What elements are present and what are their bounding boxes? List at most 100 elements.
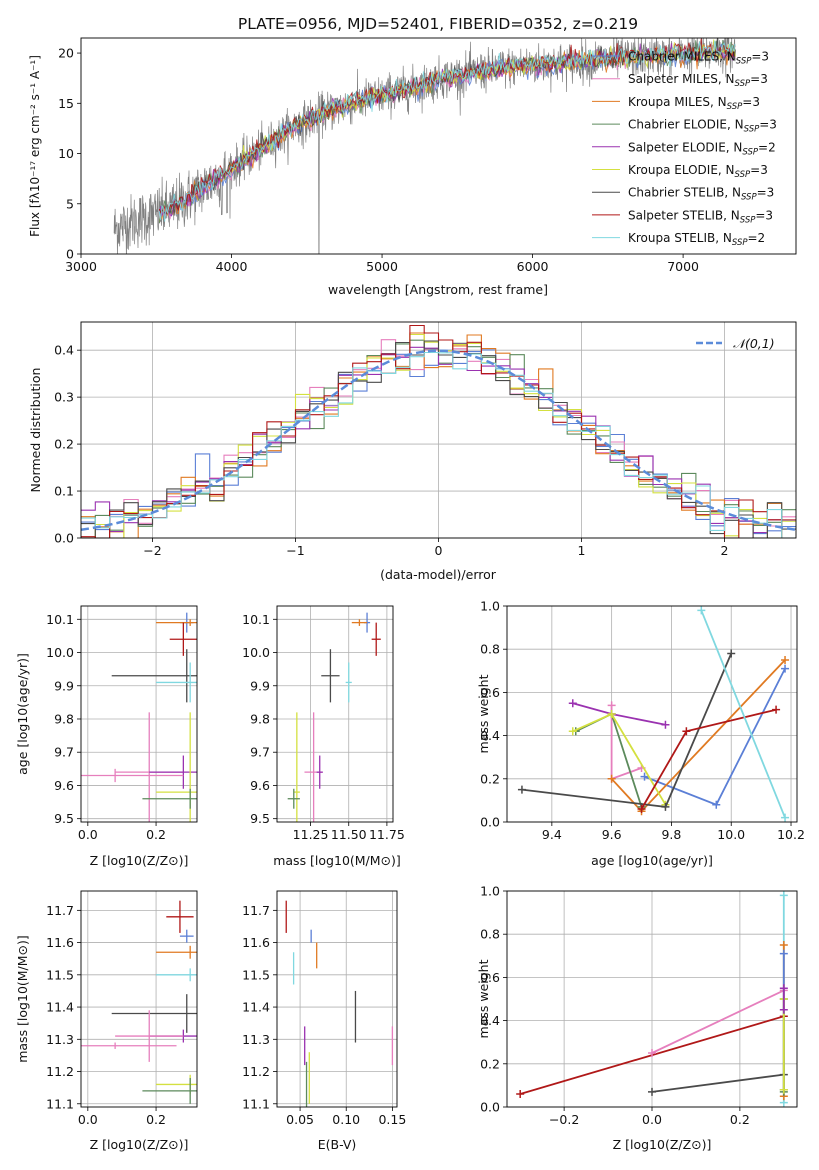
plot-area — [113, 38, 737, 254]
y-tick-label: 0.0 — [54, 531, 74, 546]
x-tick-label: 2 — [721, 543, 729, 558]
y-tick-label: 11.7 — [46, 903, 74, 918]
x-axis-label: Z [log10(Z/Z⊙)] — [613, 1137, 712, 1152]
data-point — [648, 1049, 656, 1057]
x-tick-label: 0.0 — [642, 1112, 662, 1127]
mass-weight-vs-metallicity-panel: −0.2 0.0 0.2 0.0 0.2 0.4 0.6 0.8 1.0 Z [log10(Z/Z… — [476, 884, 798, 1152]
x-tick-label: 9.8 — [661, 827, 681, 842]
series-line — [521, 653, 733, 808]
x-axis-label: age [log10(age/yr)] — [591, 853, 713, 868]
x-tick-label: 10.2 — [777, 827, 805, 842]
y-tick-label: 10.1 — [46, 612, 74, 627]
axes-frame — [80, 890, 198, 1108]
x-tick-label: 7000 — [667, 259, 699, 274]
data-point — [637, 805, 646, 814]
series-line — [644, 668, 786, 806]
y-tick-label: 0.0 — [480, 815, 500, 830]
data-point — [607, 701, 616, 710]
x-tick-label: 1 — [578, 543, 586, 558]
y-tick-label: 20 — [58, 46, 74, 61]
mass-vs-metallicity-panel: 0.0 0.2 11.1 11.2 11.3 11.4 11.5 11.6 11.7 Z [log… — [15, 890, 198, 1152]
x-tick-label: −0.2 — [549, 1112, 579, 1127]
mass-weight-vs-age-panel: 9.4 9.6 9.8 10.0 10.2 0.0 0.2 0.4 0.6 0.8 1.0 age [… — [476, 599, 805, 869]
y-axis-label: Flux [fλ10⁻¹⁷ erg cm⁻² s⁻¹ A⁻¹] — [28, 55, 42, 237]
y-tick-label: 9.8 — [250, 711, 270, 726]
y-tick-label: 11.6 — [46, 935, 74, 950]
data-point — [779, 984, 788, 993]
legend-entry: Kroupa ELODIE, NSSP=3 — [628, 163, 768, 180]
x-axis-label: wavelength [Angstrom, rest frame] — [328, 282, 548, 297]
series-line — [700, 609, 786, 819]
data-point — [779, 891, 788, 900]
y-tick-label: 11.3 — [46, 1032, 74, 1047]
y-tick-label: 9.9 — [250, 678, 270, 693]
axes-frame — [506, 890, 798, 1108]
legend-entry: Chabrier ELODIE, NSSP=3 — [628, 118, 777, 135]
legend-entry: Chabrier STELIB, NSSP=3 — [628, 186, 774, 203]
y-tick-label: 5 — [66, 196, 74, 211]
data-point — [781, 664, 790, 673]
legend-entry: Chabrier MILES, NSSP=3 — [628, 50, 769, 67]
y-axis-label: Normed distribution — [28, 368, 43, 493]
histogram-step-line — [81, 324, 796, 538]
x-axis-label: mass [log10(M/M⊙)] — [273, 853, 401, 868]
legend-entry: Kroupa STELIB, NSSP=2 — [628, 231, 765, 248]
plot-area — [285, 900, 394, 1107]
y-tick-label: 11.5 — [242, 967, 270, 982]
data-point — [640, 772, 649, 781]
y-tick-label: 0.6 — [480, 685, 500, 700]
x-tick-label: 9.4 — [542, 827, 562, 842]
x-tick-label: 0.15 — [378, 1112, 406, 1127]
data-point — [727, 649, 736, 658]
series-line — [651, 989, 785, 1054]
spectrum-panel: 3000 4000 5000 6000 7000 0 5 10 15 20 wavelength [… — [28, 37, 797, 297]
plot-area — [81, 324, 796, 538]
y-tick-label: 0.4 — [480, 1013, 500, 1028]
plot-area — [81, 900, 197, 1104]
axes-frame — [80, 37, 797, 255]
y-tick-label: 9.7 — [250, 745, 270, 760]
plot-area — [287, 612, 381, 822]
axes-frame — [80, 605, 198, 823]
data-point — [697, 606, 706, 615]
x-tick-label: −1 — [286, 543, 304, 558]
axes-frame — [276, 890, 398, 1108]
x-axis-label: Z [log10(Z/Z⊙)] — [90, 1137, 189, 1152]
y-tick-label: 11.3 — [242, 1032, 270, 1047]
y-tick-label: 11.2 — [242, 1064, 270, 1079]
y-tick-label: 1.0 — [480, 884, 500, 899]
legend-entry: Salpeter ELODIE, NSSP=2 — [628, 140, 776, 157]
normal-curve-line — [81, 349, 796, 532]
y-tick-label: 0.6 — [480, 970, 500, 985]
legend-entry: Salpeter MILES, NSSP=3 — [628, 72, 768, 89]
y-tick-label: 9.6 — [250, 778, 270, 793]
x-tick-label: 10.0 — [717, 827, 745, 842]
data-point — [607, 774, 616, 783]
y-tick-label: 11.1 — [46, 1096, 74, 1111]
x-axis-label: (data-model)/error — [380, 567, 497, 582]
y-tick-label: 10.0 — [242, 645, 270, 660]
y-tick-label: 11.4 — [242, 1000, 270, 1015]
model-spectrum-line — [158, 38, 736, 216]
data-point — [779, 949, 788, 958]
y-tick-label: 10 — [58, 146, 74, 161]
y-tick-label: 11.7 — [242, 903, 270, 918]
x-tick-label: 0.0 — [78, 827, 98, 842]
data-point — [661, 802, 670, 811]
y-axis-label: mass weight — [476, 959, 491, 1038]
x-tick-label: 9.6 — [602, 827, 622, 842]
y-tick-label: 9.8 — [54, 711, 74, 726]
histogram-step-line — [81, 351, 796, 538]
mass-vs-ebv-panel: 0.05 0.10 0.15 11.1 11.2 11.3 11.4 11.5 11.6 11.7… — [242, 890, 406, 1152]
y-axis-label: age [log10(age/yr)] — [15, 653, 30, 775]
series-line — [651, 1073, 784, 1093]
y-tick-label: 9.5 — [250, 811, 270, 826]
y-tick-label: 11.4 — [46, 1000, 74, 1015]
axes-frame — [276, 605, 394, 823]
y-tick-label: 0.4 — [54, 343, 74, 358]
data-point — [779, 1005, 788, 1014]
data-point — [682, 727, 691, 736]
y-tick-label: 11.2 — [46, 1064, 74, 1079]
y-tick-label: 0.8 — [480, 927, 500, 942]
